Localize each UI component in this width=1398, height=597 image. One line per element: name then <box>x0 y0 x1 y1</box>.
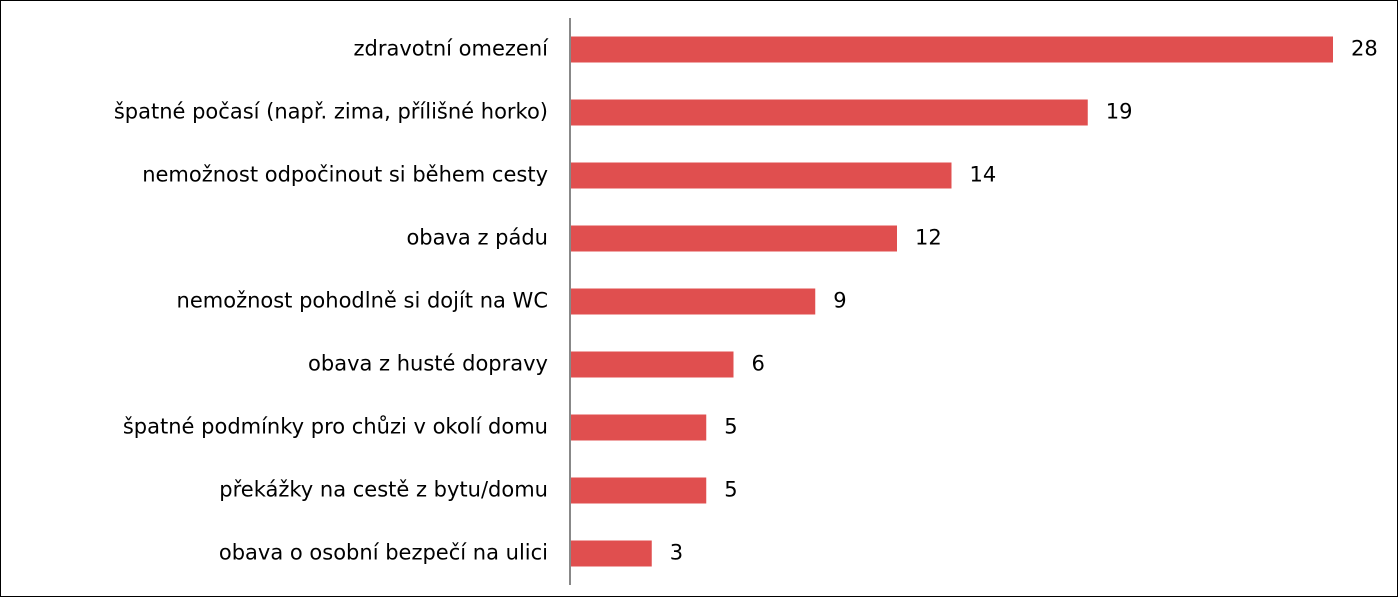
value-label: 3 <box>670 541 683 565</box>
bar <box>570 288 816 315</box>
bar <box>570 540 652 567</box>
category-label: překážky na cestě z bytu/domu <box>219 478 548 502</box>
category-label: obava o osobní bezpečí na ulici <box>219 541 548 565</box>
category-label: zdravotní omezení <box>354 37 550 61</box>
bar <box>570 225 897 252</box>
value-label: 14 <box>970 163 997 187</box>
category-label: špatné podmínky pro chůzi v okolí domu <box>123 415 548 439</box>
bar <box>570 162 952 189</box>
category-label: nemožnost pohodlně si dojít na WC <box>177 289 548 313</box>
bar <box>570 36 1333 63</box>
value-label: 12 <box>915 226 942 250</box>
category-label: špatné počasí (např. zima, přílišné hork… <box>114 100 548 124</box>
value-label: 9 <box>833 289 846 313</box>
value-label: 5 <box>724 415 737 439</box>
value-label: 19 <box>1106 100 1133 124</box>
bar <box>570 414 707 441</box>
value-label: 5 <box>724 478 737 502</box>
bar <box>570 477 707 504</box>
bar <box>570 351 734 378</box>
value-label: 6 <box>752 352 765 376</box>
bar <box>570 99 1088 126</box>
value-label: 28 <box>1351 37 1378 61</box>
category-label: obava z pádu <box>406 226 548 250</box>
category-label: obava z husté dopravy <box>308 352 548 376</box>
category-label: nemožnost odpočinout si během cesty <box>142 163 548 187</box>
